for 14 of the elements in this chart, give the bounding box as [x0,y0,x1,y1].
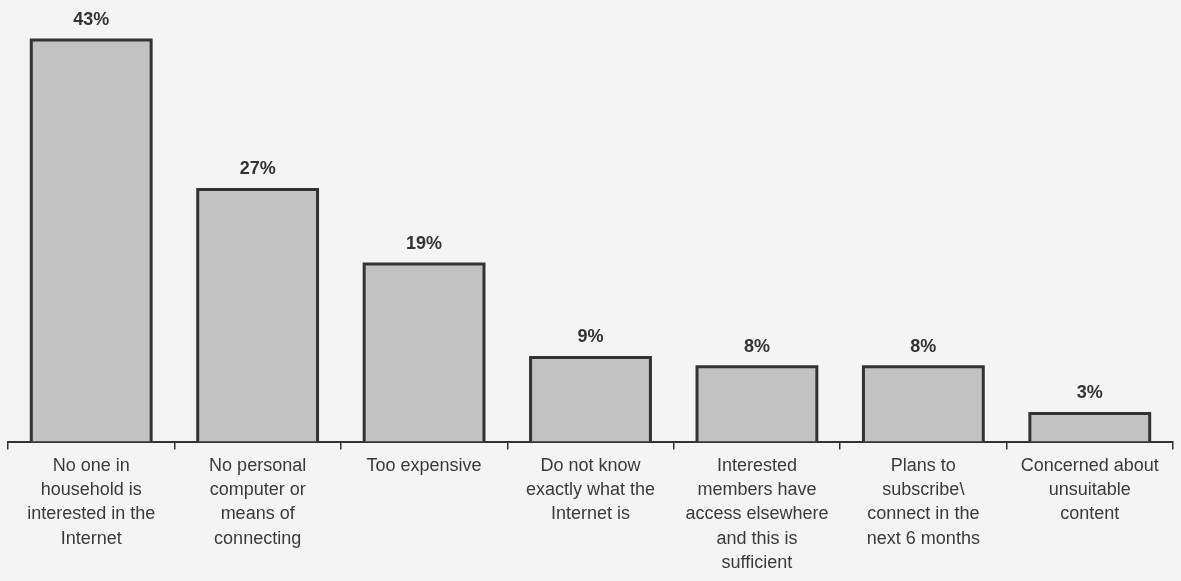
x-tick-label: Do not know exactly what the Internet is [525,454,656,524]
x-tick-label: Concerned about unsuitable content [1020,454,1159,524]
data-label: 19% [406,233,443,254]
data-label: 9% [577,326,604,347]
data-label: 8% [910,335,937,356]
data-label: 43% [73,8,110,29]
data-label: 27% [239,158,276,179]
x-tick-label: Plans to subscribe\ connect in the next 6 months [866,454,980,548]
data-label: 8% [743,335,770,356]
data-label: 3% [1076,382,1103,403]
x-tick-label: Too expensive [366,454,482,475]
x-tick-label: Interested members have access elsewhere and this is sufficient [685,454,829,572]
x-tick-label: No one in household is interested in the Internet [27,454,156,548]
x-tick-label: No personal computer or means of connecting [209,454,307,548]
